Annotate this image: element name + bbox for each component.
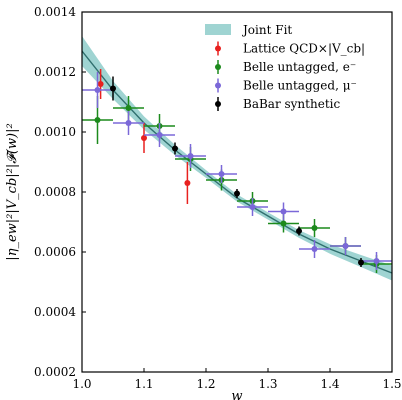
y-tick-label: 0.0004 bbox=[34, 305, 76, 319]
y-tick-label: 0.0002 bbox=[34, 365, 76, 379]
legend-swatch-marker bbox=[215, 82, 221, 89]
axes: 1.0 1.1 1.2 1.3 1.4 1.5 0.0002 0.0004 0.0006 0.00… bbox=[5, 5, 402, 400]
fit-band bbox=[82, 36, 392, 281]
marker bbox=[311, 246, 318, 252]
data-point bbox=[184, 162, 191, 204]
marker bbox=[156, 132, 163, 138]
marker bbox=[125, 105, 132, 111]
data-point bbox=[299, 219, 330, 237]
data-point bbox=[330, 237, 361, 255]
y-tick-label: 0.0010 bbox=[34, 125, 76, 139]
x-axis-label: w bbox=[231, 389, 242, 400]
data-point bbox=[296, 226, 302, 236]
x-tick-label: 1.4 bbox=[320, 377, 339, 391]
data-point bbox=[110, 76, 116, 101]
legend: Joint Fit Lattice QCD×|V_cb| Belle untagge… bbox=[205, 23, 365, 111]
data-point bbox=[175, 144, 206, 168]
marker bbox=[125, 120, 132, 126]
y-tick-label: 0.0006 bbox=[34, 245, 76, 259]
legend-label: BaBar synthetic bbox=[243, 97, 340, 111]
legend-label: Lattice QCD×|V_cb| bbox=[243, 42, 365, 56]
data-point bbox=[268, 202, 299, 221]
data-point bbox=[361, 252, 392, 270]
marker bbox=[280, 220, 287, 227]
marker bbox=[184, 180, 191, 186]
marker bbox=[187, 153, 194, 159]
data-point bbox=[299, 240, 330, 258]
marker bbox=[110, 85, 116, 92]
marker bbox=[94, 117, 101, 123]
legend-swatch bbox=[205, 24, 231, 35]
x-tick-label: 1.3 bbox=[258, 377, 277, 391]
marker bbox=[342, 243, 349, 249]
legend-entry: Lattice QCD×|V_cb| bbox=[215, 41, 365, 56]
data-point bbox=[97, 69, 104, 99]
legend-swatch-marker bbox=[215, 45, 221, 52]
x-tick-label: 1.5 bbox=[382, 377, 401, 391]
data-point bbox=[206, 165, 237, 183]
data-point bbox=[234, 189, 240, 198]
marker bbox=[234, 190, 240, 197]
marker bbox=[296, 228, 302, 234]
marker bbox=[249, 204, 256, 210]
marker bbox=[311, 225, 318, 231]
data-point bbox=[237, 198, 268, 216]
legend-label: Joint Fit bbox=[241, 23, 292, 37]
data-point bbox=[144, 123, 175, 147]
y-tick-label: 0.0014 bbox=[34, 5, 76, 19]
legend-swatch-marker bbox=[215, 64, 221, 70]
legend-swatch-marker bbox=[215, 101, 221, 107]
y-axis-label: |η_ew|²|V_cb|²|𝓕(w)|² bbox=[5, 123, 20, 260]
y-tick-label: 0.0008 bbox=[34, 185, 76, 199]
legend-entry: BaBar synthetic bbox=[215, 97, 340, 111]
legend-label: Belle untagged, μ⁻ bbox=[243, 79, 357, 93]
marker bbox=[97, 81, 104, 87]
x-tick-label: 1.2 bbox=[196, 377, 215, 391]
marker bbox=[373, 258, 380, 264]
marker bbox=[141, 135, 147, 141]
x-tick-label: 1.0 bbox=[72, 377, 91, 391]
legend-entry: Belle untagged, μ⁻ bbox=[215, 78, 357, 93]
plot-area bbox=[82, 36, 392, 281]
legend-entry: Belle untagged, e⁻ bbox=[215, 60, 356, 74]
data-point bbox=[113, 111, 144, 135]
marker bbox=[218, 171, 225, 177]
marker bbox=[280, 208, 287, 215]
marker bbox=[172, 145, 178, 152]
x-tick-label: 1.1 bbox=[134, 377, 153, 391]
legend-entry: Joint Fit bbox=[205, 23, 292, 37]
data-point bbox=[358, 258, 364, 267]
data-point bbox=[172, 142, 178, 155]
legend-label: Belle untagged, e⁻ bbox=[243, 60, 356, 74]
y-tick-label: 0.0012 bbox=[34, 65, 76, 79]
marker bbox=[94, 87, 101, 93]
marker bbox=[358, 259, 364, 266]
data-point bbox=[141, 123, 147, 153]
data-point bbox=[82, 72, 113, 108]
